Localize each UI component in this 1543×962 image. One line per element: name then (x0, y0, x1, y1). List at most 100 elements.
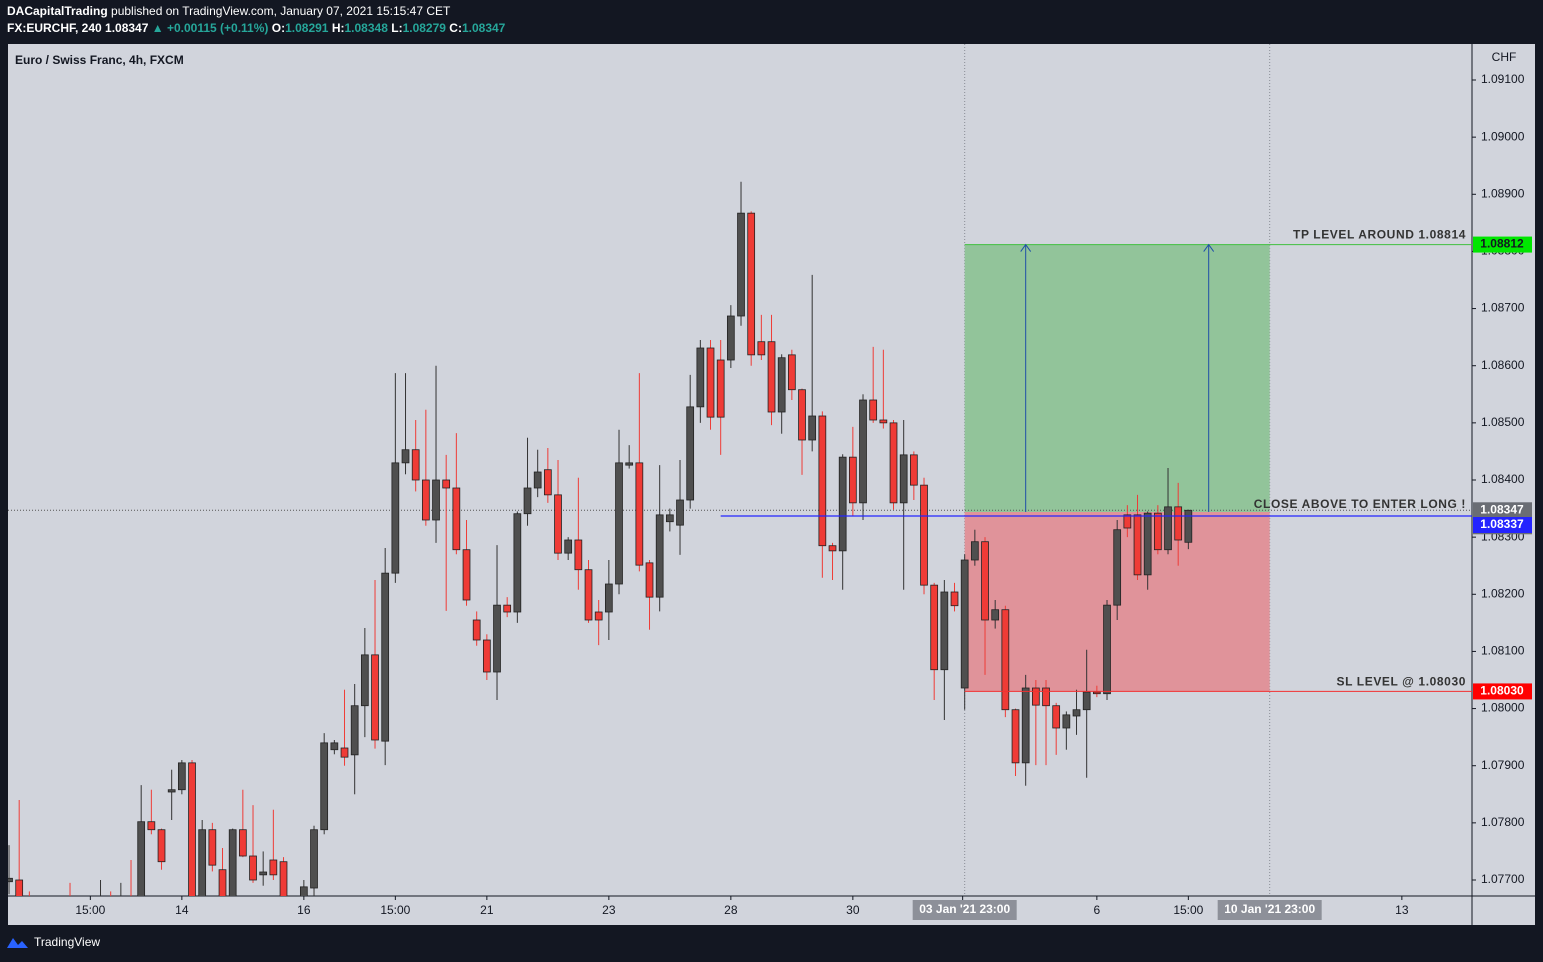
candle-body (472, 619, 481, 641)
candle-body (482, 639, 491, 673)
published: published on TradingView.com, January 07… (111, 4, 451, 18)
candle-body (940, 591, 949, 671)
candle-body (767, 341, 776, 413)
candle-body (401, 449, 410, 464)
y-tick-label: 1.07800 (1481, 815, 1525, 829)
l-value: 1.08279 (403, 21, 447, 35)
publisher: DACapitalTrading (7, 4, 108, 18)
x-tick-label: 23 (602, 903, 616, 917)
candle-body (157, 829, 166, 863)
candle-body (493, 604, 501, 673)
candle-body (8, 877, 13, 883)
y-tick-label: 1.08600 (1481, 358, 1525, 372)
candle-body (1184, 509, 1193, 543)
candle-body (808, 415, 817, 441)
candle-body (1113, 529, 1122, 606)
candle-body (686, 406, 695, 501)
candle-body (1092, 691, 1101, 695)
h-value: 1.08348 (345, 21, 389, 35)
candle-body (930, 584, 939, 671)
candle-body (859, 399, 867, 504)
candle-body (177, 762, 186, 791)
c-label: C: (449, 21, 462, 35)
candle-body (269, 859, 278, 876)
candle-body (726, 315, 735, 361)
y-tick-label: 1.08500 (1481, 415, 1525, 429)
x-tick-label: 15:00 (1173, 903, 1203, 917)
y-tick-label: 1.08700 (1481, 301, 1525, 315)
candle-body (950, 591, 959, 607)
range-time-label: 03 Jan '21 23:00 (919, 902, 1010, 916)
arrow-head (1203, 243, 1215, 252)
candle-body (981, 541, 989, 621)
y-tick-label: 1.07900 (1481, 758, 1525, 772)
candle-body (584, 569, 593, 621)
candle-body (970, 541, 979, 561)
sl-price-label-bg (1473, 683, 1532, 700)
candle-body (848, 456, 857, 504)
candle-body (391, 462, 400, 574)
candle-body (299, 886, 308, 896)
y-tick-label: 1.09100 (1481, 72, 1525, 86)
candle-body (238, 829, 247, 857)
candle-body (1042, 687, 1050, 707)
range-time-bg (1217, 900, 1322, 920)
candle-body (523, 487, 532, 515)
symbol: FX:EURCHF, 240 (7, 21, 102, 35)
candle-body (1031, 687, 1040, 706)
arrow-head (1020, 243, 1032, 252)
footer-logo (7, 938, 28, 948)
candle-body (889, 422, 898, 504)
candle-body (452, 487, 461, 551)
candle-body (615, 462, 623, 585)
candle-body (909, 454, 918, 486)
x-tick-label: 15:00 (380, 903, 410, 917)
candle-body (188, 762, 196, 896)
y-tick-label: 1.08900 (1481, 186, 1525, 200)
candle-body (1021, 687, 1030, 764)
candle-body (665, 514, 674, 523)
candle-body (371, 654, 379, 741)
candle-body (920, 484, 928, 586)
candle-body (421, 479, 430, 521)
candle-body (1072, 709, 1081, 717)
candle-body (696, 347, 705, 408)
sl-note: SL LEVEL @ 1.08030 (1337, 675, 1466, 689)
candle-body (676, 499, 684, 526)
candle-body (1001, 609, 1010, 711)
y-tick-label: 1.08200 (1481, 586, 1525, 600)
candle-body (350, 705, 359, 756)
x-tick-label: 28 (724, 903, 738, 917)
candle-body (798, 389, 806, 441)
candle-body (828, 545, 837, 552)
candle-body (1153, 512, 1162, 551)
y-tick-label: 1.08000 (1481, 701, 1525, 715)
last: 1.08347 (105, 21, 149, 35)
candle-body (737, 212, 745, 317)
l-label: L: (391, 21, 402, 35)
y-tick-label: 1.07700 (1481, 872, 1525, 886)
x-tick-label: 21 (480, 903, 494, 917)
candle-body (259, 871, 268, 876)
candle-body (777, 357, 786, 413)
candle-body (1123, 514, 1132, 529)
header-line-1: DACapitalTrading published on TradingVie… (7, 4, 451, 18)
overlay: 1.07700 1.07800 1.07900 1.08000 1.08100 1.082… (75, 72, 1532, 920)
candle-body (249, 855, 257, 881)
candle-body (381, 572, 390, 742)
candle-body (991, 609, 1000, 621)
footer-brand: TradingView (34, 935, 100, 949)
candle-body (543, 469, 552, 496)
header-line-2: FX:EURCHF, 240 1.08347 ▲ +0.00115 (+0.11… (7, 21, 506, 35)
candle-body (818, 415, 827, 547)
candle-body (1103, 604, 1111, 695)
candle-body (960, 559, 969, 689)
y-tick-label: 1.09000 (1481, 129, 1525, 143)
range-time-label: 10 Jan '21 23:00 (1224, 902, 1315, 916)
x-tick-label: 14 (175, 903, 189, 917)
candle-body (706, 347, 715, 418)
candle-body (716, 359, 725, 418)
candle-body (503, 604, 512, 613)
candle-body (747, 212, 756, 356)
logo-icon (7, 938, 28, 948)
